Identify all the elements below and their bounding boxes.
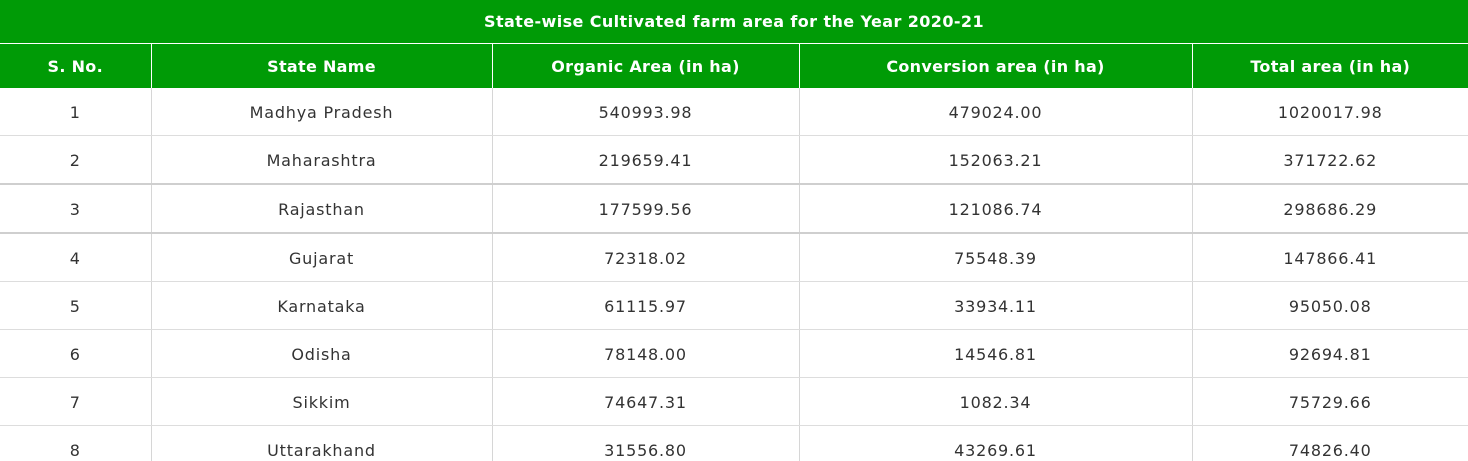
table-body: 1 Madhya Pradesh 540993.98 479024.00 102… bbox=[0, 88, 1468, 461]
table-row: 2 Maharashtra 219659.41 152063.21 371722… bbox=[0, 135, 1468, 185]
table-row: 3 Rajasthan 177599.56 121086.74 298686.2… bbox=[0, 184, 1468, 234]
cell-organic-area: 177599.56 bbox=[491, 184, 799, 234]
cell-total-area: 371722.62 bbox=[1191, 135, 1468, 185]
cell-conversion-area: 75548.39 bbox=[798, 233, 1192, 282]
cell-organic-area: 219659.41 bbox=[491, 135, 799, 185]
cell-organic-area: 61115.97 bbox=[491, 281, 799, 330]
table-row: 6 Odisha 78148.00 14546.81 92694.81 bbox=[0, 329, 1468, 378]
table-title: State-wise Cultivated farm area for the … bbox=[0, 0, 1468, 44]
cell-organic-area: 540993.98 bbox=[491, 88, 799, 136]
cell-state-name: Sikkim bbox=[150, 377, 492, 426]
cell-organic-area: 72318.02 bbox=[491, 233, 799, 282]
cell-conversion-area: 479024.00 bbox=[798, 88, 1192, 136]
cell-total-area: 95050.08 bbox=[1191, 281, 1468, 330]
table-row: 5 Karnataka 61115.97 33934.11 95050.08 bbox=[0, 281, 1468, 330]
cell-serial-no: 8 bbox=[0, 425, 151, 461]
cell-serial-no: 4 bbox=[0, 233, 151, 282]
cell-conversion-area: 14546.81 bbox=[798, 329, 1192, 378]
cell-total-area: 75729.66 bbox=[1191, 377, 1468, 426]
cell-serial-no: 5 bbox=[0, 281, 151, 330]
cell-state-name: Karnataka bbox=[150, 281, 492, 330]
cell-state-name: Maharashtra bbox=[150, 135, 492, 185]
cell-total-area: 92694.81 bbox=[1191, 329, 1468, 378]
cell-total-area: 74826.40 bbox=[1191, 425, 1468, 461]
header-serial-no: S. No. bbox=[0, 44, 151, 88]
cell-organic-area: 78148.00 bbox=[491, 329, 799, 378]
header-state-name: State Name bbox=[150, 44, 492, 88]
cell-serial-no: 3 bbox=[0, 184, 151, 234]
farm-area-table: S. No. State Name Organic Area (in ha) C… bbox=[0, 44, 1468, 461]
header-organic-area: Organic Area (in ha) bbox=[491, 44, 799, 88]
cell-total-area: 147866.41 bbox=[1191, 233, 1468, 282]
cell-organic-area: 74647.31 bbox=[491, 377, 799, 426]
header-total-area: Total area (in ha) bbox=[1191, 44, 1468, 88]
table-row: 7 Sikkim 74647.31 1082.34 75729.66 bbox=[0, 377, 1468, 426]
cell-state-name: Odisha bbox=[150, 329, 492, 378]
cell-serial-no: 7 bbox=[0, 377, 151, 426]
cell-total-area: 1020017.98 bbox=[1191, 88, 1468, 136]
cell-conversion-area: 121086.74 bbox=[798, 184, 1192, 234]
table-header: S. No. State Name Organic Area (in ha) C… bbox=[0, 44, 1468, 88]
cell-total-area: 298686.29 bbox=[1191, 184, 1468, 234]
cell-state-name: Gujarat bbox=[150, 233, 492, 282]
cell-state-name: Madhya Pradesh bbox=[150, 88, 492, 136]
cell-state-name: Rajasthan bbox=[150, 184, 492, 234]
cell-serial-no: 6 bbox=[0, 329, 151, 378]
table-row: 4 Gujarat 72318.02 75548.39 147866.41 bbox=[0, 233, 1468, 282]
cell-state-name: Uttarakhand bbox=[150, 425, 492, 461]
cell-organic-area: 31556.80 bbox=[491, 425, 799, 461]
cell-conversion-area: 1082.34 bbox=[798, 377, 1192, 426]
table-row: 8 Uttarakhand 31556.80 43269.61 74826.40 bbox=[0, 425, 1468, 461]
cell-serial-no: 2 bbox=[0, 135, 151, 185]
header-conversion-area: Conversion area (in ha) bbox=[798, 44, 1192, 88]
table-row: 1 Madhya Pradesh 540993.98 479024.00 102… bbox=[0, 88, 1468, 136]
cell-conversion-area: 152063.21 bbox=[798, 135, 1192, 185]
cell-conversion-area: 33934.11 bbox=[798, 281, 1192, 330]
cell-conversion-area: 43269.61 bbox=[798, 425, 1192, 461]
header-row: S. No. State Name Organic Area (in ha) C… bbox=[0, 44, 1468, 88]
cell-serial-no: 1 bbox=[0, 88, 151, 136]
